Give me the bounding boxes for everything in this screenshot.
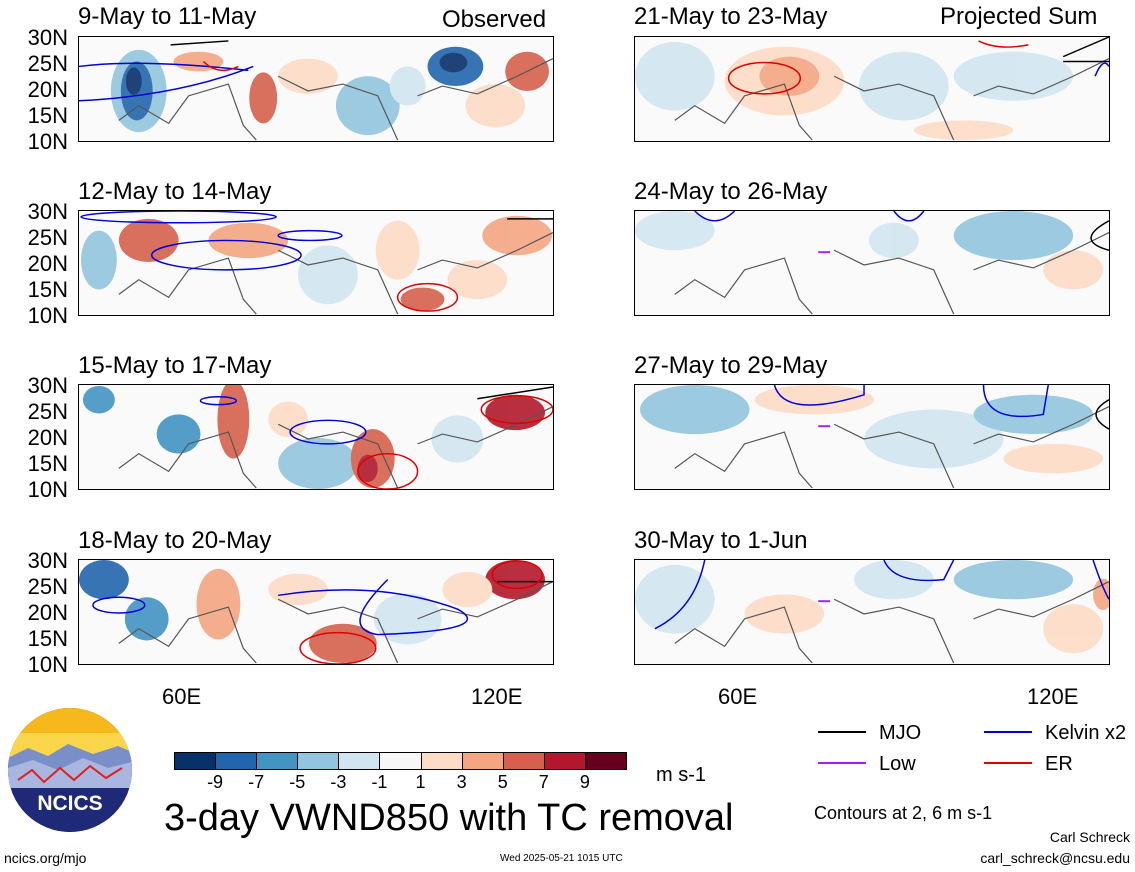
map-panel-obs-3 <box>78 384 554 490</box>
lon-label-60e-left: 60E <box>162 684 202 709</box>
lon-label-120e-right: 120E <box>1027 684 1079 709</box>
colorbar-tick-label: 7 <box>538 772 549 792</box>
panel-title-obs-3: 15-May to 17-May <box>78 352 272 379</box>
colorbar-tick-label: 5 <box>497 772 508 792</box>
lon-label-60e-right: 60E <box>718 684 758 709</box>
map-panel-obs-1 <box>78 36 554 142</box>
colorbar-tick-label: 1 <box>415 772 426 792</box>
colorbar-swatch <box>420 752 463 770</box>
projected-header: Projected Sum <box>940 3 1098 30</box>
colorbar-swatch <box>584 752 627 770</box>
legend-kelvin-label: Kelvin x2 <box>1045 722 1127 744</box>
colorbar-swatch <box>502 752 545 770</box>
panel-title-obs-4: 18-May to 20-May <box>78 527 272 554</box>
legend-er-label: ER <box>1045 753 1073 775</box>
colorbar-tick-label: -5 <box>289 772 306 792</box>
logo-text: NCICS <box>37 792 103 815</box>
legend-low-line <box>818 762 866 764</box>
colorbar-tick-label: -9 <box>207 772 224 792</box>
footer-timestamp: Wed 2025-05-21 1015 UTC <box>500 853 623 864</box>
colorbar-tick-label: 3 <box>456 772 467 792</box>
contour-note: Contours at 2, 6 m s-1 <box>814 803 993 823</box>
legend-kelvin-line <box>984 731 1032 733</box>
colorbar-swatch <box>256 752 299 770</box>
footer-link[interactable]: ncics.org/mjo <box>4 850 87 866</box>
legend-mjo-label: MJO <box>879 722 922 744</box>
author-email[interactable]: carl_schreck@ncsu.edu <box>980 850 1130 866</box>
colorbar-tick-label: 9 <box>579 772 590 792</box>
colorbar-swatch <box>174 752 217 770</box>
ncics-logo: NCICS <box>8 708 132 832</box>
map-panel-proj-1 <box>634 36 1110 142</box>
legend-mjo-line <box>818 731 866 733</box>
map-panel-obs-2 <box>78 210 554 316</box>
map-panel-proj-2 <box>634 210 1110 316</box>
panel-title-proj-4: 30-May to 1-Jun <box>634 527 808 554</box>
colorbar-swatch <box>338 752 381 770</box>
legend-low-label: Low <box>879 753 916 775</box>
author-name: Carl Schreck <box>1049 829 1130 845</box>
colorbar-tick-label: -7 <box>248 772 265 792</box>
panel-title-proj-3: 27-May to 29-May <box>634 352 828 379</box>
panel-title-obs-1: 9-May to 11-May <box>78 3 257 30</box>
colorbar: -9 -7 -5 -3 -1 1 3 5 7 9 <box>174 752 627 796</box>
observed-header: Observed <box>442 6 547 33</box>
colorbar-units: m s-1 <box>656 764 706 786</box>
panel-title-obs-2: 12-May to 14-May <box>78 178 272 205</box>
panel-title-proj-2: 24-May to 26-May <box>634 178 828 205</box>
colorbar-swatch <box>543 752 586 770</box>
colorbar-swatch <box>215 752 258 770</box>
lon-label-120e-left: 120E <box>471 684 523 709</box>
map-panel-proj-4 <box>634 559 1110 665</box>
main-title: 3-day VWND850 with TC removal <box>164 797 734 839</box>
colorbar-tick-label: -1 <box>371 772 388 792</box>
legend-er-line <box>984 762 1032 764</box>
colorbar-swatch <box>461 752 504 770</box>
colorbar-swatch <box>379 752 422 770</box>
map-panel-proj-3 <box>634 384 1110 490</box>
panel-title-proj-1: 21-May to 23-May <box>634 3 828 30</box>
colorbar-tick-label: -3 <box>330 772 347 792</box>
colorbar-swatch <box>297 752 340 770</box>
map-panel-obs-4 <box>78 559 554 665</box>
